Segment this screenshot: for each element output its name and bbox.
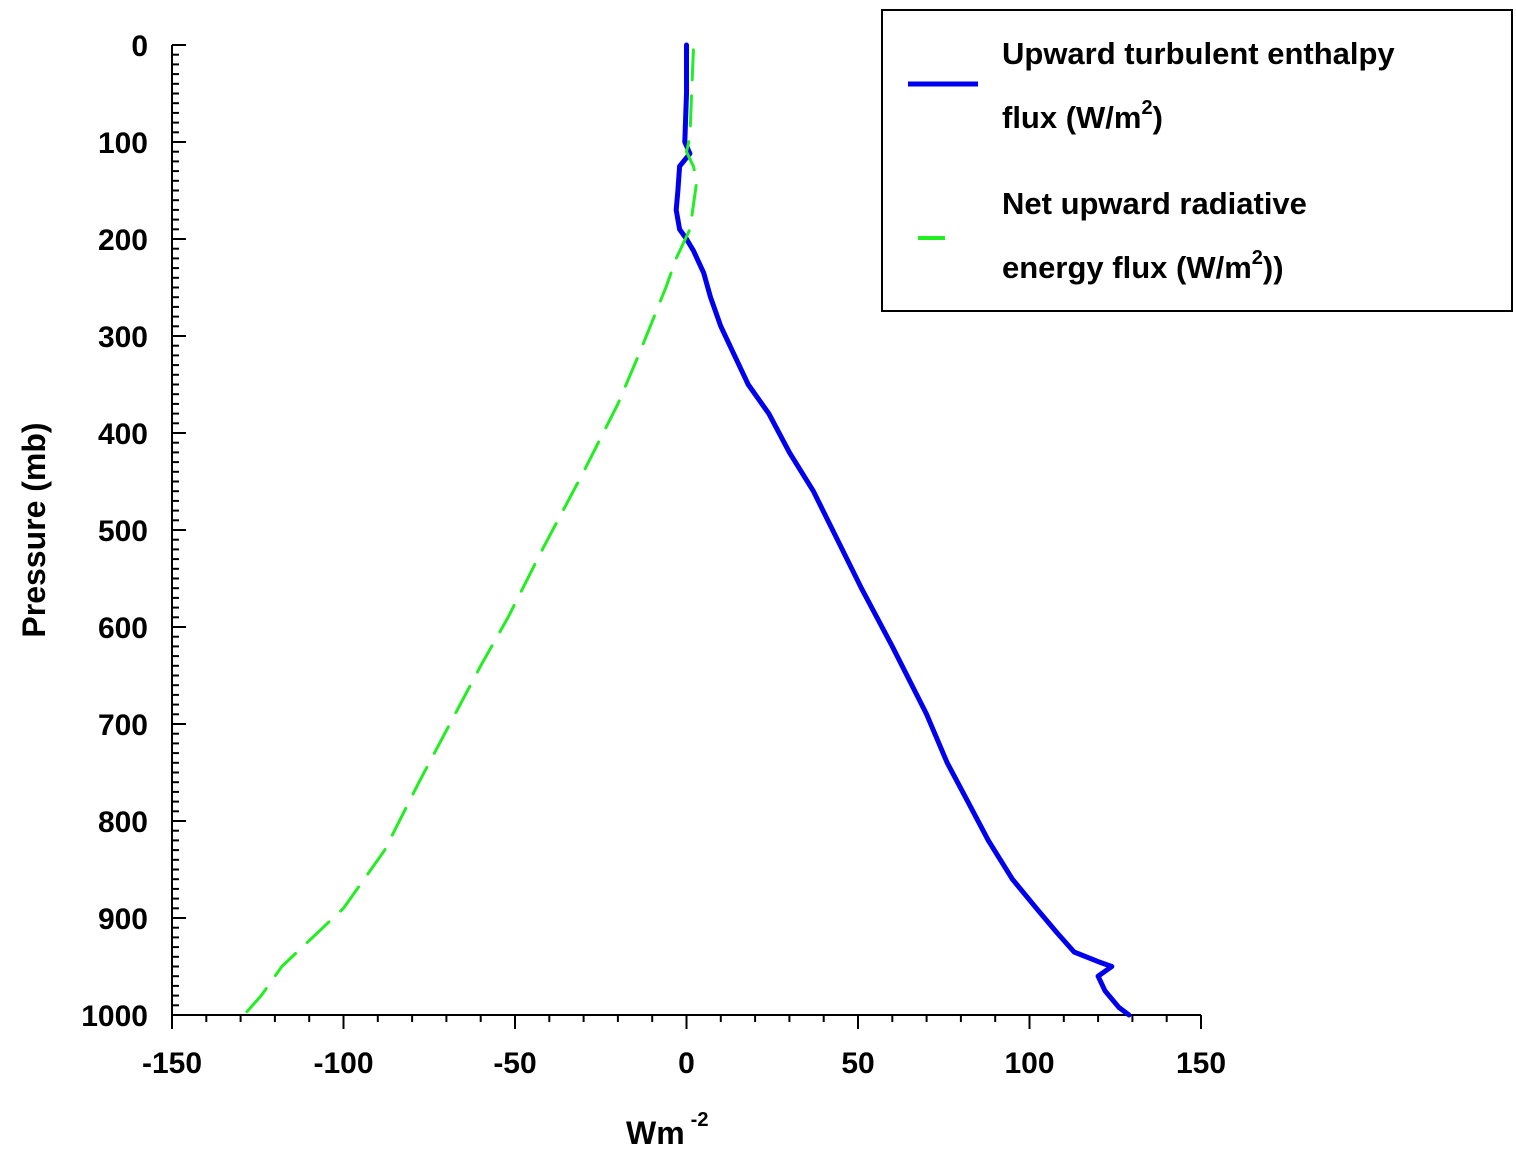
legend-label-enthalpy-line2-base: flux (W/m: [1002, 100, 1142, 135]
series-line-enthalpy-flux: [673, 42, 1132, 1018]
legend-label-enthalpy-line2: flux (W/m2): [1002, 97, 1163, 135]
x-axis-title-base: Wm: [626, 1115, 685, 1151]
x-axis-title: Wm -2: [626, 1109, 708, 1151]
y-tick-label: 1000: [81, 1000, 148, 1033]
y-tick-label: 100: [98, 127, 148, 160]
series-layer: [242, 42, 1132, 1018]
x-tick-label: -50: [493, 1047, 536, 1080]
y-tick-label: 900: [98, 903, 148, 936]
y-tick-label: 800: [98, 806, 148, 839]
legend-label-radiative-line2-tail: )): [1263, 250, 1284, 285]
x-tick-label: 50: [841, 1047, 874, 1080]
legend-label-radiative-line2-base: energy flux (W/m: [1002, 250, 1252, 285]
x-tick-label: -100: [313, 1047, 373, 1080]
x-tick-label: 0: [678, 1047, 695, 1080]
legend-box: [881, 9, 1513, 312]
legend-label-enthalpy-line1: Upward turbulent enthalpy: [1002, 36, 1395, 71]
legend-label-radiative-line2: energy flux (W/m2)): [1002, 247, 1284, 285]
y-tick-label: 400: [98, 418, 148, 451]
legend-label-radiative-line2-sup: 2: [1252, 247, 1263, 269]
y-tick-label: 500: [98, 515, 148, 548]
legend: Upward turbulent enthalpy flux (W/m2) Ne…: [881, 9, 1513, 312]
y-tick-label: 200: [98, 224, 148, 257]
x-axis-title-sup: -2: [691, 1109, 709, 1131]
legend-label-enthalpy-line2-tail: ): [1153, 100, 1163, 135]
y-axis-title: Pressure (mb): [16, 422, 52, 637]
y-tick-label: 700: [98, 709, 148, 742]
legend-label-enthalpy-line2-sup: 2: [1142, 97, 1153, 119]
x-tick-label: -150: [142, 1047, 202, 1080]
y-tick-label: 600: [98, 612, 148, 645]
y-tick-label: 0: [131, 30, 148, 63]
series-line-radiative-flux: [242, 48, 699, 1017]
y-tick-label: 300: [98, 321, 148, 354]
x-tick-label: 150: [1176, 1047, 1226, 1080]
x-tick-label: 100: [1004, 1047, 1054, 1080]
legend-label-radiative-line1: Net upward radiative: [1002, 186, 1307, 221]
